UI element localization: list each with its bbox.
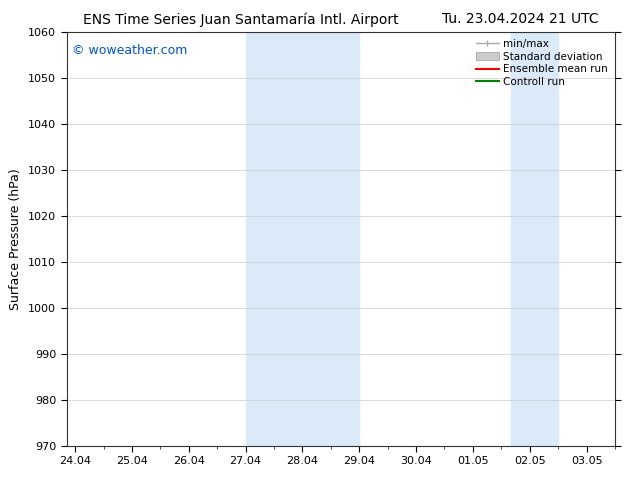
Text: ENS Time Series Juan Santamaría Intl. Airport: ENS Time Series Juan Santamaría Intl. Ai… xyxy=(83,12,399,27)
Legend: min/max, Standard deviation, Ensemble mean run, Controll run: min/max, Standard deviation, Ensemble me… xyxy=(474,37,610,89)
Bar xyxy=(245,32,359,446)
Bar xyxy=(511,32,530,446)
Bar xyxy=(530,32,558,446)
Text: © woweather.com: © woweather.com xyxy=(72,44,188,57)
Text: Tu. 23.04.2024 21 UTC: Tu. 23.04.2024 21 UTC xyxy=(441,12,598,26)
Y-axis label: Surface Pressure (hPa): Surface Pressure (hPa) xyxy=(10,168,22,310)
